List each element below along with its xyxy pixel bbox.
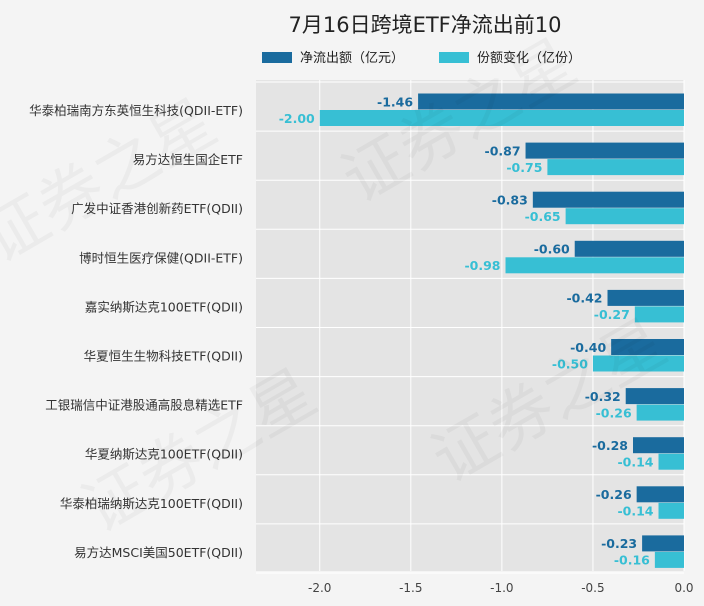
category-label: 华泰柏瑞南方东英恒生科技(QDII-ETF) xyxy=(29,103,243,118)
category-label: 博时恒生医疗保健(QDII-ETF) xyxy=(79,250,243,265)
bar-net-outflow xyxy=(611,339,684,355)
bar-share-change xyxy=(319,110,684,126)
bar-share-change xyxy=(654,551,684,568)
bar-share-change xyxy=(547,159,684,176)
bars-layer xyxy=(319,93,684,568)
category-label: 易方达恒生国企ETF xyxy=(133,152,243,167)
data-label-net-outflow: -0.40 xyxy=(570,340,606,355)
data-label-net-outflow: -0.32 xyxy=(585,389,621,404)
x-tick-label: -1.5 xyxy=(399,581,422,595)
legend-label: 份额变化（亿份） xyxy=(477,50,581,66)
bar-share-change xyxy=(636,404,684,421)
x-tick-label: -1.0 xyxy=(490,581,513,595)
data-label-net-outflow: -0.26 xyxy=(596,487,632,502)
data-label-net-outflow: -1.46 xyxy=(377,94,413,109)
data-label-net-outflow: -0.42 xyxy=(566,291,602,306)
data-label-share-change: -0.27 xyxy=(594,307,630,322)
x-tick-label: -0.5 xyxy=(581,581,604,595)
data-label-share-change: -0.26 xyxy=(596,405,632,420)
labels-layer: -2.0 -1.5 -1.0 -0.5 0.0 -1.46 -2.00 华泰柏瑞南方东英恒生科… xyxy=(29,94,693,595)
category-label: 易方达MSCI美国50ETF(QDII) xyxy=(74,545,243,560)
category-label: 华夏恒生生物科技ETF(QDII) xyxy=(84,349,243,364)
data-label-net-outflow: -0.28 xyxy=(592,438,628,453)
legend: 净流出额（亿元） 份额变化（亿份） xyxy=(262,50,581,66)
category-label: 广发中证香港创新药ETF(QDII) xyxy=(71,201,243,216)
bar-share-change xyxy=(592,355,684,372)
bar-net-outflow xyxy=(625,388,684,405)
bar-net-outflow xyxy=(633,437,684,454)
x-tick-label: 0.0 xyxy=(674,581,693,595)
grid-lines xyxy=(256,80,685,574)
data-label-share-change: -0.16 xyxy=(614,553,650,568)
bar-net-outflow xyxy=(525,142,684,159)
bar-share-change xyxy=(658,502,684,519)
data-label-net-outflow: -0.60 xyxy=(534,242,570,257)
bar-share-change xyxy=(658,453,684,470)
data-label-net-outflow: -0.83 xyxy=(492,192,528,207)
x-tick-label: -2.0 xyxy=(308,581,331,595)
category-label: 工银瑞信中证港股通高股息精选ETF xyxy=(45,398,243,413)
category-label: 华泰柏瑞纳斯达克100ETF(QDII) xyxy=(60,496,243,511)
bar-net-outflow xyxy=(574,240,684,257)
bar-net-outflow xyxy=(532,191,684,208)
legend-swatch xyxy=(262,52,292,63)
data-label-share-change: -0.98 xyxy=(464,258,500,273)
legend-label: 净流出额（亿元） xyxy=(300,51,404,66)
data-label-share-change: -0.14 xyxy=(617,504,653,519)
category-label: 嘉实纳斯达克100ETF(QDII) xyxy=(85,299,243,314)
bar-share-change xyxy=(505,257,684,274)
data-label-net-outflow: -0.87 xyxy=(485,143,521,158)
bar-share-change xyxy=(565,208,684,225)
data-label-share-change: -0.14 xyxy=(617,454,653,469)
bar-share-change xyxy=(634,306,684,323)
data-label-share-change: -0.50 xyxy=(552,356,588,371)
data-label-share-change: -0.75 xyxy=(506,160,542,175)
bar-net-outflow xyxy=(418,93,684,110)
category-label: 华夏纳斯达克100ETF(QDII) xyxy=(85,447,243,462)
bar-net-outflow xyxy=(636,486,684,503)
data-label-share-change: -0.65 xyxy=(525,209,561,224)
bar-net-outflow xyxy=(642,535,684,552)
bar-net-outflow xyxy=(607,289,684,306)
chart-title: 7月16日跨境ETF净流出前10 xyxy=(289,13,562,37)
data-label-net-outflow: -0.23 xyxy=(601,536,637,551)
legend-swatch xyxy=(439,52,469,63)
data-label-share-change: -2.00 xyxy=(279,111,315,126)
